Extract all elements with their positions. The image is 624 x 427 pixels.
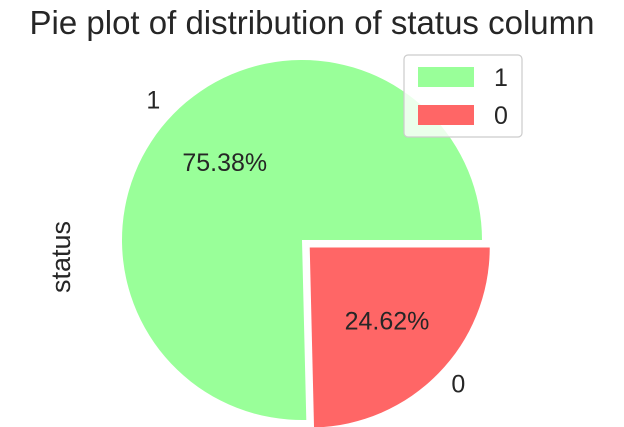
legend: 1 0: [403, 54, 523, 138]
slice-percent-0: 24.62%: [345, 308, 430, 336]
pie-slice-0: [309, 247, 490, 427]
slice-label-1: 1: [146, 86, 160, 114]
legend-label-1: 1: [494, 64, 508, 92]
slice-label-0: 0: [451, 370, 465, 398]
pie-slices: [121, 59, 490, 427]
pie-slice-1: [121, 59, 482, 421]
legend-label-0: 0: [494, 102, 508, 130]
pie-labels: 1 75.38% 0 24.62%: [146, 86, 465, 398]
legend-swatch-1: [418, 67, 474, 87]
legend-swatch-0: [418, 105, 474, 125]
chart-title: Pie plot of distribution of status colum…: [30, 4, 595, 41]
slice-percent-1: 75.38%: [182, 149, 267, 177]
y-axis-label: status: [46, 221, 76, 293]
